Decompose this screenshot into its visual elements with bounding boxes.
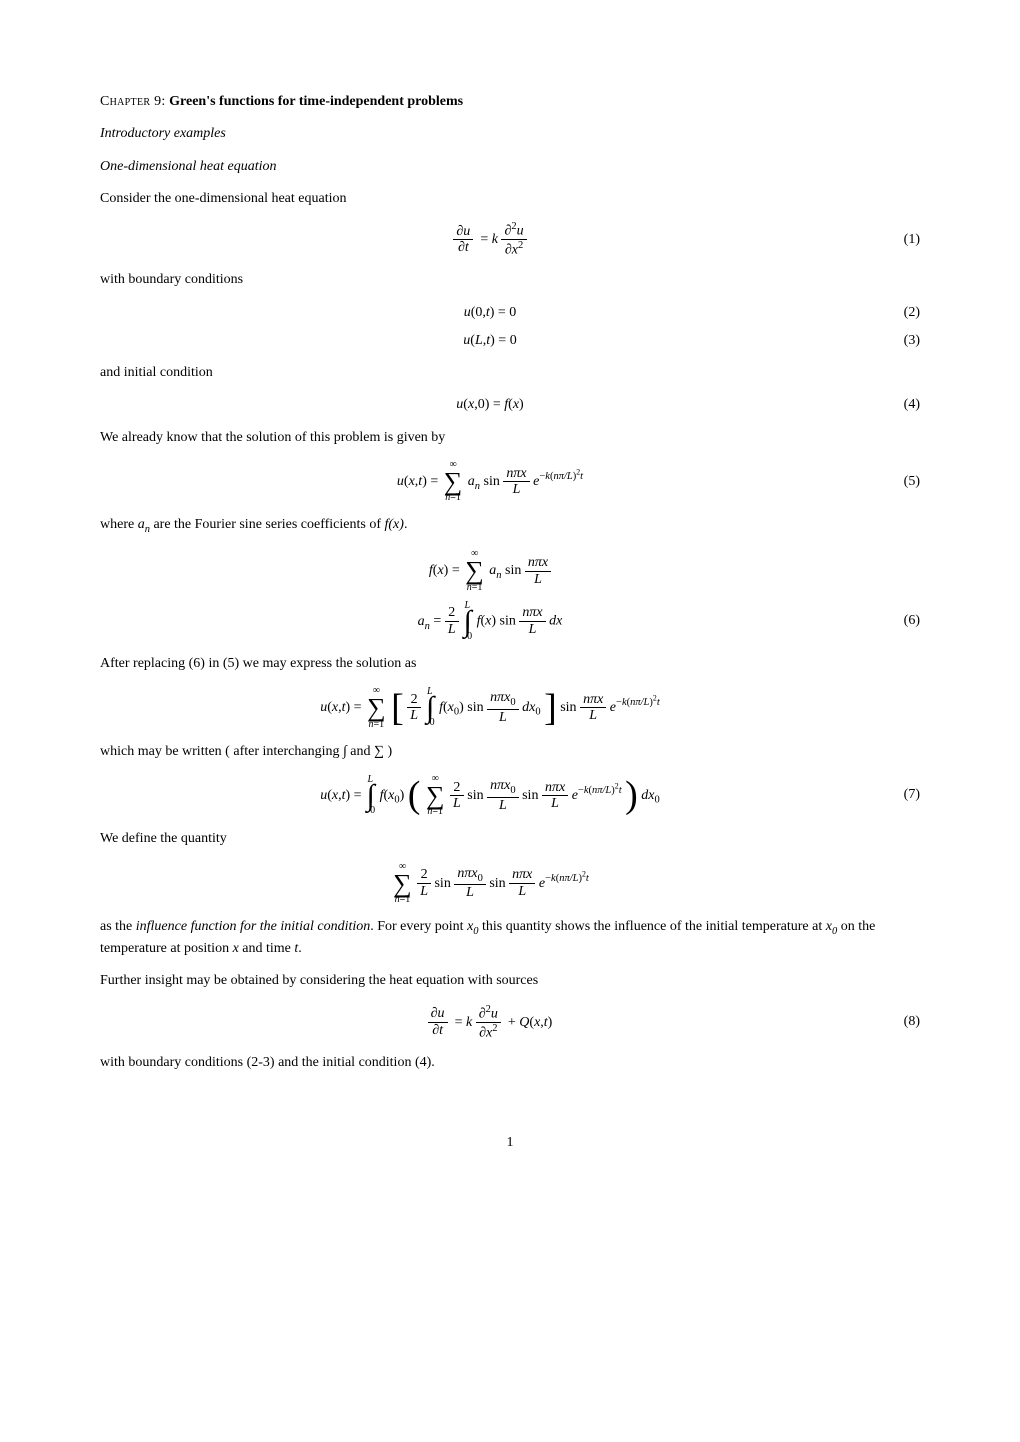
equation-5-body: u(x,t) = ∞∑n=1 an sin nπxL e−k(nπ/L)2t	[100, 460, 880, 503]
equation-influence: ∞∑n=1 2L sin nπx0L sin nπxL e−k(nπ/L)2t	[100, 862, 920, 905]
equation-7: u(x,t) = L∫0 f(x0) ( ∞∑n=1 2L sin nπx0L …	[100, 774, 920, 817]
equation-subst: u(x,t) = ∞∑n=1 [ 2L L∫0 f(x0) sin nπx0L …	[100, 686, 920, 729]
para-3: and initial condition	[100, 363, 920, 383]
equation-7-body: u(x,t) = L∫0 f(x0) ( ∞∑n=1 2L sin nπx0L …	[100, 774, 880, 817]
page-number: 1	[100, 1133, 920, 1153]
equation-fx-body: f(x) = ∞∑n=1 an sin nπxL	[100, 549, 880, 592]
chapter-heading: Chapter 9: Green's functions for time-in…	[100, 92, 920, 112]
section-intro: Introductory examples	[100, 124, 920, 144]
equation-7-number: (7)	[880, 785, 920, 805]
equation-3: u(L,t) = 0 (3)	[100, 331, 920, 351]
equation-4: u(x,0) = f(x) (4)	[100, 395, 920, 415]
para-5: where an are the Fourier sine series coe…	[100, 515, 920, 537]
para-4: We already know that the solution of thi…	[100, 428, 920, 448]
para-2: with boundary conditions	[100, 270, 920, 290]
equation-3-body: u(L,t) = 0	[100, 331, 880, 351]
equation-8: ∂u∂t = k ∂2u∂x2 + Q(x,t) (8)	[100, 1004, 920, 1041]
equation-2-number: (2)	[880, 303, 920, 323]
equation-8-body: ∂u∂t = k ∂2u∂x2 + Q(x,t)	[100, 1004, 880, 1041]
para-6: After replacing (6) in (5) we may expres…	[100, 654, 920, 674]
equation-influence-body: ∞∑n=1 2L sin nπx0L sin nπxL e−k(nπ/L)2t	[100, 862, 880, 905]
para-5b: are the Fourier sine series coefficients…	[150, 517, 385, 532]
para-5a: where	[100, 517, 138, 532]
equation-fx: f(x) = ∞∑n=1 an sin nπxL	[100, 549, 920, 592]
equation-5-number: (5)	[880, 472, 920, 492]
para-9: as the influence function for the initia…	[100, 917, 920, 959]
equation-1-body: ∂u∂t = k ∂2u∂x2	[100, 221, 880, 258]
equation-subst-body: u(x,t) = ∞∑n=1 [ 2L L∫0 f(x0) sin nπx0L …	[100, 686, 880, 729]
equation-1-number: (1)	[880, 230, 920, 250]
para-1: Consider the one-dimensional heat equati…	[100, 189, 920, 209]
equation-3-number: (3)	[880, 331, 920, 351]
chapter-label: Chapter 9:	[100, 94, 166, 109]
equation-1: ∂u∂t = k ∂2u∂x2 (1)	[100, 221, 920, 258]
equation-4-body: u(x,0) = f(x)	[100, 395, 880, 415]
para-10: Further insight may be obtained by consi…	[100, 971, 920, 991]
equation-4-number: (4)	[880, 395, 920, 415]
para-11: with boundary conditions (2-3) and the i…	[100, 1053, 920, 1073]
equation-2-body: u(0,t) = 0	[100, 303, 880, 323]
equation-6-body: an = 2L L∫0 f(x) sin nπxL dx	[100, 601, 880, 642]
para-7: which may be written ( after interchangi…	[100, 742, 920, 762]
chapter-title: Green's functions for time-independent p…	[169, 94, 463, 109]
equation-5: u(x,t) = ∞∑n=1 an sin nπxL e−k(nπ/L)2t (…	[100, 460, 920, 503]
equation-8-number: (8)	[880, 1012, 920, 1032]
equation-6-number: (6)	[880, 611, 920, 631]
section-heat: One-dimensional heat equation	[100, 157, 920, 177]
equation-6: an = 2L L∫0 f(x) sin nπxL dx (6)	[100, 601, 920, 642]
equation-2: u(0,t) = 0 (2)	[100, 303, 920, 323]
para-8: We define the quantity	[100, 829, 920, 849]
